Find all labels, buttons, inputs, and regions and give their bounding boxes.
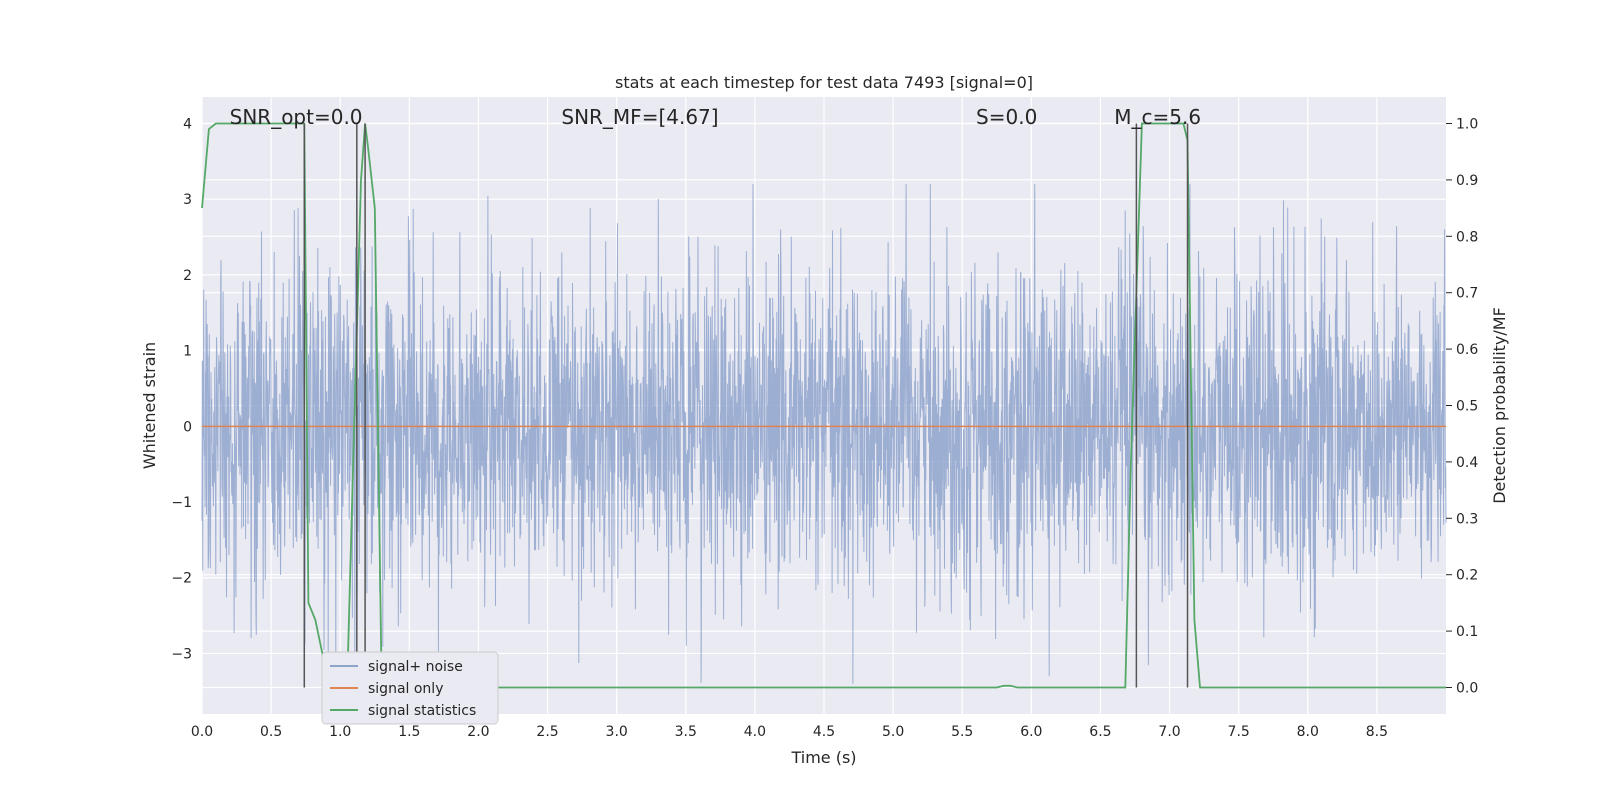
y-right-tick-label: 0.1 — [1456, 624, 1478, 640]
x-tick-label: 5.5 — [951, 724, 973, 740]
series-signal-noise-line — [201, 184, 1447, 684]
x-tick-label: 4.5 — [813, 724, 835, 740]
y-tick-label: −1 — [171, 495, 192, 511]
y-tick-label: −3 — [171, 646, 192, 662]
x-tick-label: 7.0 — [1158, 724, 1180, 740]
annotation-label: M_c=5.6 — [1114, 105, 1201, 129]
x-tick-label: 1.5 — [398, 724, 420, 740]
y-right-tick-label: 0.6 — [1456, 342, 1478, 358]
x-tick-label: 3.5 — [675, 724, 697, 740]
annotations: SNR_opt=0.0 SNR_MF=[4.67] S=0.0 M_c=5.6 — [230, 105, 1201, 129]
annotation-label: SNR_MF=[4.67] — [561, 105, 718, 129]
y-right-tick-label: 0.5 — [1456, 399, 1478, 415]
x-tick-label: 8.5 — [1366, 724, 1388, 740]
y-tick-label: 3 — [183, 192, 192, 208]
x-tick-label: 7.5 — [1228, 724, 1250, 740]
x-tick-label: 0.5 — [260, 724, 282, 740]
annotation-label: SNR_opt=0.0 — [230, 105, 363, 129]
x-tick-label: 6.5 — [1089, 724, 1111, 740]
legend: signal+ noise signal only signal statistic… — [321, 651, 499, 725]
vertical-markers — [303, 123, 1189, 688]
x-tick-label: 4.0 — [744, 724, 766, 740]
y-tick-label: −2 — [171, 571, 192, 587]
x-tick-label: 2.5 — [536, 724, 558, 740]
chart-title: stats at each timestep for test data 749… — [615, 73, 1033, 92]
y-axis-label: Whitened strain — [140, 342, 159, 469]
x-axis-label: Time (s) — [790, 748, 856, 767]
y-right-axis-ticks: 1.0 0.9 0.8 0.7 0.6 0.5 0.4 0.3 0.2 0.1 0.0 — [1446, 117, 1478, 696]
legend-label: signal+ noise — [368, 659, 463, 675]
x-tick-label: 0.0 — [191, 724, 213, 740]
legend-label: signal statistics — [368, 703, 476, 719]
x-tick-label: 6.0 — [1020, 724, 1042, 740]
x-tick-label: 3.0 — [606, 724, 628, 740]
y-right-tick-label: 0.7 — [1456, 286, 1478, 302]
x-tick-label: 1.0 — [329, 724, 351, 740]
y-tick-label: 4 — [183, 116, 192, 132]
y-right-axis-label: Detection probability/MF — [1490, 307, 1509, 504]
y-right-tick-label: 0.8 — [1456, 229, 1478, 245]
y-tick-label: 1 — [183, 344, 192, 360]
y-right-tick-label: 0.0 — [1456, 680, 1478, 696]
y-tick-label: 2 — [183, 268, 192, 284]
y-right-tick-label: 1.0 — [1456, 117, 1478, 133]
x-tick-label: 8.0 — [1297, 724, 1319, 740]
x-tick-label: 2.0 — [467, 724, 489, 740]
y-tick-label: 0 — [183, 419, 192, 435]
y-right-tick-label: 0.2 — [1456, 568, 1478, 584]
y-right-tick-label: 0.9 — [1456, 173, 1478, 189]
legend-box — [321, 651, 499, 725]
x-tick-label: 5.0 — [882, 724, 904, 740]
legend-label: signal only — [368, 681, 443, 697]
y-axis-ticks: 4 3 2 1 0 −1 −2 −3 — [171, 116, 192, 662]
y-right-tick-label: 0.4 — [1456, 455, 1478, 471]
x-axis-ticks: 0.0 0.5 1.0 1.5 2.0 2.5 3.0 3.5 4.0 4.5 5.0 5.5 6.0 6… — [191, 724, 1388, 740]
annotation-label: S=0.0 — [976, 105, 1037, 129]
y-right-tick-label: 0.3 — [1456, 511, 1478, 527]
